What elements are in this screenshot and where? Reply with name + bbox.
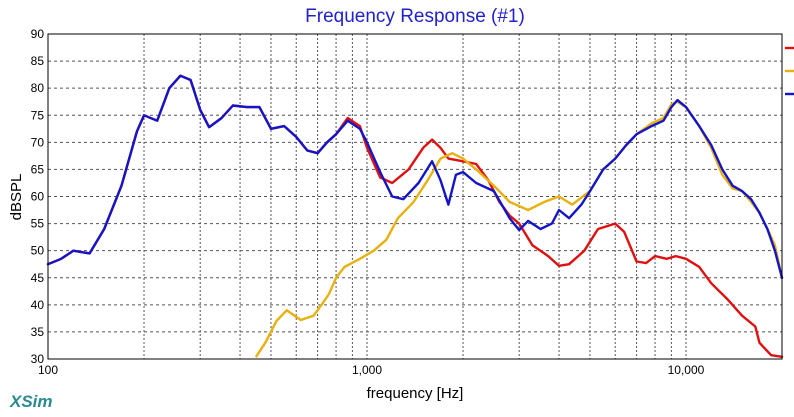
- y-tick-label: 40: [31, 298, 45, 312]
- x-axis-label: frequency [Hz]: [367, 385, 464, 402]
- y-tick-label: 70: [31, 135, 45, 149]
- plot-frame: [47, 33, 783, 360]
- y-tick-label: 85: [31, 54, 45, 68]
- grid-lines: [48, 34, 782, 359]
- y-tick-label: 55: [31, 217, 45, 231]
- y-axis-label: dBSPL: [8, 174, 25, 221]
- y-tick-labels: 30 35 40 45 50 55 60 65 70 75 80 85 90: [31, 27, 45, 366]
- y-tick-label: 75: [31, 108, 45, 122]
- series-line-3: [46, 74, 784, 279]
- x-tick-labels: 100 1,000 10,000: [38, 363, 705, 377]
- x-tick-label: 100: [38, 363, 58, 377]
- y-tick-label: 35: [31, 325, 45, 339]
- x-tick-label: 1,000: [352, 363, 382, 377]
- legend: [785, 46, 794, 96]
- series-layer: [46, 74, 784, 358]
- y-tick-label: 90: [31, 27, 45, 41]
- x-tick-label: 10,000: [668, 363, 705, 377]
- y-tick-label: 60: [31, 190, 45, 204]
- series-line-2: [255, 100, 784, 358]
- y-tick-label: 65: [31, 162, 45, 176]
- y-tick-label: 45: [31, 271, 45, 285]
- y-tick-label: 80: [31, 81, 45, 95]
- y-tick-label: 50: [31, 244, 45, 258]
- app-logo-text: XSim: [10, 392, 53, 411]
- y-tick-label: 30: [31, 352, 45, 366]
- chart-title: Frequency Response (#1): [305, 6, 525, 27]
